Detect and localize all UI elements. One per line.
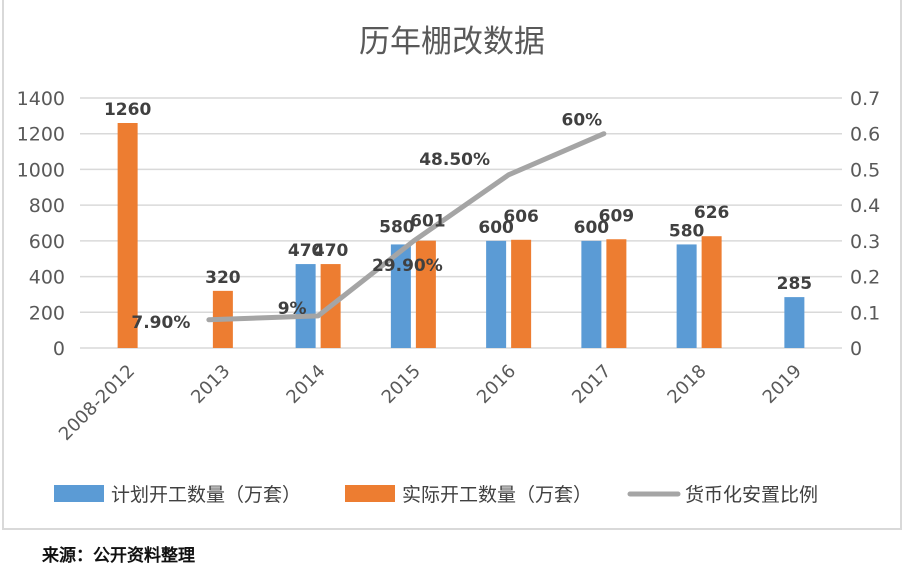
y-right-tick-label: 0.1 (850, 302, 880, 324)
bar-data-label: 626 (694, 203, 730, 223)
bar-data-label: 470 (288, 241, 324, 261)
bar-data-label: 580 (379, 217, 415, 237)
line-data-label: 48.50% (419, 150, 490, 170)
bar-planned (581, 240, 602, 348)
x-tick-label: 2018 (663, 361, 710, 408)
bar-planned (295, 264, 316, 348)
y-left-tick-label: 600 (29, 231, 65, 253)
line-series (206, 131, 607, 323)
y-right-tick-label: 0.3 (850, 231, 880, 253)
legend-item: 货币化安置比例 (627, 484, 818, 506)
bar-data-label: 600 (574, 218, 610, 238)
x-tick-label: 2015 (378, 361, 425, 408)
line-data-label: 9% (278, 299, 307, 319)
y-right-tick-label: 0.6 (850, 124, 880, 146)
line-data-label: 7.90% (131, 313, 190, 333)
line-data-label: 29.90% (372, 256, 443, 276)
x-tick-label: 2013 (187, 361, 234, 408)
x-tick-label: 2019 (759, 361, 806, 408)
y-left-tick-label: 400 (29, 267, 65, 289)
bar-data-label: 320 (205, 268, 241, 288)
y-left-tick-label: 200 (29, 302, 65, 324)
line-data-label: 60% (562, 111, 603, 131)
bar-data-label: 609 (599, 206, 635, 226)
y-left-tick-label: 1400 (17, 88, 65, 110)
x-tick-label: 2016 (473, 361, 520, 408)
chart-frame (2, 0, 902, 530)
legend-label: 计划开工数量（万套） (111, 484, 301, 506)
line-path (206, 131, 607, 323)
bar-planned (784, 297, 805, 348)
bar-data-label: 580 (669, 221, 705, 241)
y-left-tick-label: 1200 (17, 124, 65, 146)
bar-actual (701, 236, 722, 348)
x-tick-label: 2008-2012 (55, 361, 139, 445)
data-labels: 470 580 600 600 580 285 1260 320 470 601 606 609 626… (104, 100, 812, 333)
source-note: 来源：公开资料整理 (42, 546, 195, 566)
x-axis-labels: 2008-2012 2013 2014 2015 2016 2017 2018 2019 (55, 361, 806, 445)
legend-item: 计划开工数量（万套） (54, 484, 301, 506)
legend-swatch (54, 485, 104, 502)
bars (117, 123, 805, 348)
y-axis-left: 0 200 400 600 800 1000 1200 1400 (17, 88, 65, 360)
legend-item: 实际开工数量（万套） (345, 484, 592, 506)
y-axis-right: 0 0.1 0.2 0.3 0.4 0.5 0.6 0.7 (850, 88, 880, 360)
y-right-tick-label: 0.2 (850, 267, 880, 289)
bar-actual (606, 239, 627, 348)
chart-title: 历年棚改数据 (359, 24, 545, 60)
bar-actual (511, 239, 532, 348)
bar-actual (415, 240, 436, 348)
legend-label: 实际开工数量（万套） (402, 484, 592, 506)
y-right-tick-label: 0.7 (850, 88, 880, 110)
legend: 计划开工数量（万套） 实际开工数量（万套） 货币化安置比例 (54, 484, 818, 506)
bar-data-label: 285 (777, 274, 813, 294)
bar-data-label: 600 (478, 218, 514, 238)
y-right-tick-label: 0.5 (850, 159, 880, 181)
y-left-tick-label: 1000 (17, 159, 65, 181)
y-right-tick-label: 0.4 (850, 195, 880, 217)
bar-planned (676, 244, 697, 348)
bar-data-label: 601 (410, 212, 446, 232)
bar-data-label: 470 (313, 241, 349, 261)
bar-data-label: 1260 (104, 100, 151, 120)
bar-actual (117, 123, 138, 348)
bar-data-label: 606 (503, 207, 539, 227)
legend-swatch (345, 485, 395, 502)
y-right-tick-label: 0 (850, 338, 862, 360)
legend-label: 货币化安置比例 (685, 484, 818, 506)
bar-planned (486, 240, 507, 348)
y-left-tick-label: 800 (29, 195, 65, 217)
bar-planned (390, 244, 411, 348)
y-left-tick-label: 0 (53, 338, 65, 360)
x-tick-label: 2014 (282, 361, 329, 408)
x-tick-label: 2017 (568, 361, 615, 408)
